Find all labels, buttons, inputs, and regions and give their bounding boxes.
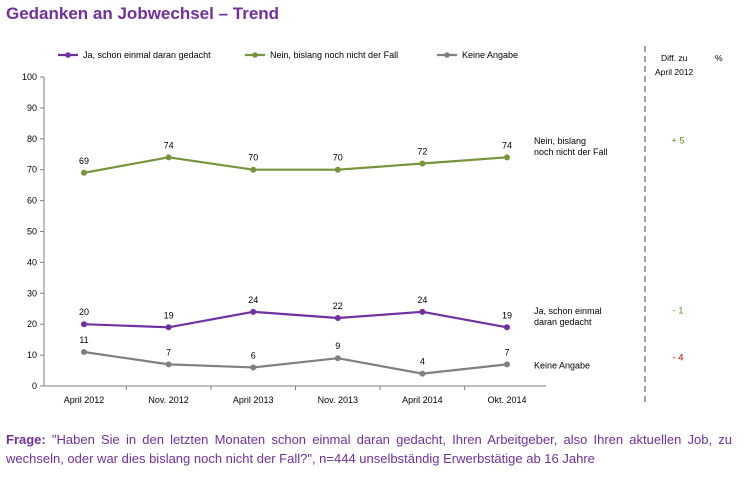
- x-tick-label: Okt. 2014: [487, 395, 526, 405]
- legend-swatch-marker: [252, 52, 258, 58]
- data-point: [250, 364, 257, 371]
- data-label: 4: [420, 357, 425, 367]
- data-point: [504, 324, 510, 331]
- data-point: [334, 355, 341, 362]
- legend-label: Ja, schon einmal daran gedacht: [83, 50, 211, 60]
- x-tick-label: April 2014: [402, 395, 443, 405]
- line-chart: 0 10 20 30 40 50 60 70 80 90 100 April 2012 Nov. 201…: [22, 46, 723, 405]
- data-label: 11: [79, 335, 88, 345]
- data-point: [165, 361, 172, 368]
- data-label: 74: [502, 140, 512, 150]
- y-tick-label: 40: [27, 257, 37, 267]
- y-tick-label: 0: [32, 381, 37, 391]
- data-point: [419, 308, 426, 315]
- data-label: 24: [248, 295, 258, 305]
- diff-value: + 5: [671, 135, 684, 146]
- data-point: [504, 154, 510, 161]
- diff-column: Diff. zu % April 2012 - 1 + 5 - 4: [644, 46, 723, 402]
- data-point: [81, 349, 87, 356]
- data-label: 19: [164, 310, 174, 320]
- chart-axes: 0 10 20 30 40 50 60 70 80 90 100 April 2012 Nov. 201…: [22, 72, 546, 405]
- data-point: [81, 321, 87, 328]
- series-line: [83, 156, 508, 174]
- series-line: [83, 310, 508, 329]
- series-end-label: Nein, bislang: [534, 136, 586, 146]
- y-tick-label: 80: [27, 134, 37, 144]
- legend-swatch-marker: [65, 52, 71, 58]
- data-point: [250, 166, 257, 173]
- y-tick-label: 60: [27, 196, 37, 206]
- diff-value: - 1: [672, 305, 683, 316]
- data-point: [250, 308, 257, 315]
- series-end-label: noch nicht der Fall: [534, 147, 608, 157]
- series-3: 11 7 6 9 4 7 Keine Angabe: [79, 335, 590, 377]
- data-label: 7: [504, 347, 509, 357]
- diff-header-unit: %: [715, 53, 723, 63]
- y-tick-label: 70: [27, 165, 37, 175]
- series-end-label: daran gedacht: [534, 317, 592, 327]
- data-label: 24: [417, 295, 427, 305]
- data-label: 9: [335, 341, 340, 351]
- question-text: Frage: "Haben Sie in den letzten Monaten…: [6, 430, 732, 468]
- y-tick-label: 10: [27, 350, 37, 360]
- data-point: [81, 169, 87, 176]
- x-tick-label: Nov. 2013: [318, 395, 358, 405]
- data-label: 20: [79, 307, 89, 317]
- legend: Ja, schon einmal daran gedacht Nein, bisl…: [58, 50, 518, 60]
- legend-label: Nein, bislang noch nicht der Fall: [270, 50, 398, 60]
- diff-header-line1: Diff. zu: [661, 53, 688, 63]
- data-label: 70: [333, 153, 343, 163]
- series-line: [83, 350, 508, 375]
- data-label: 19: [502, 310, 512, 320]
- data-label: 69: [79, 156, 89, 166]
- y-tick-label: 100: [22, 72, 37, 82]
- diff-header-line2: April 2012: [655, 67, 694, 77]
- question-body: "Haben Sie in den letzten Monaten schon …: [6, 432, 732, 466]
- y-tick-label: 30: [27, 288, 37, 298]
- data-label: 72: [417, 147, 427, 157]
- y-tick-label: 50: [27, 227, 37, 237]
- x-tick-label: Nov. 2012: [148, 395, 188, 405]
- data-point: [334, 315, 341, 322]
- legend-label: Keine Angabe: [462, 50, 518, 60]
- question-label: Frage:: [6, 432, 46, 447]
- y-tick-label: 20: [27, 319, 37, 329]
- data-point: [419, 160, 426, 167]
- y-tick-label: 90: [27, 103, 37, 113]
- data-label: 22: [333, 301, 343, 311]
- data-point: [419, 370, 426, 377]
- series-end-label: Keine Angabe: [534, 360, 590, 370]
- data-label: 74: [164, 140, 174, 150]
- series-end-label: Ja, schon einmal: [534, 306, 602, 316]
- data-point: [165, 154, 172, 161]
- chart-title: Gedanken an Jobwechsel – Trend: [6, 4, 280, 23]
- x-tick-label: April 2013: [233, 395, 274, 405]
- data-point: [334, 166, 341, 173]
- data-label: 6: [251, 350, 256, 360]
- data-point: [504, 361, 510, 368]
- data-point: [165, 324, 172, 331]
- diff-value: - 4: [672, 352, 683, 363]
- legend-swatch-marker: [444, 52, 450, 58]
- x-tick-label: April 2012: [64, 395, 105, 405]
- data-label: 7: [166, 347, 171, 357]
- data-label: 70: [248, 153, 258, 163]
